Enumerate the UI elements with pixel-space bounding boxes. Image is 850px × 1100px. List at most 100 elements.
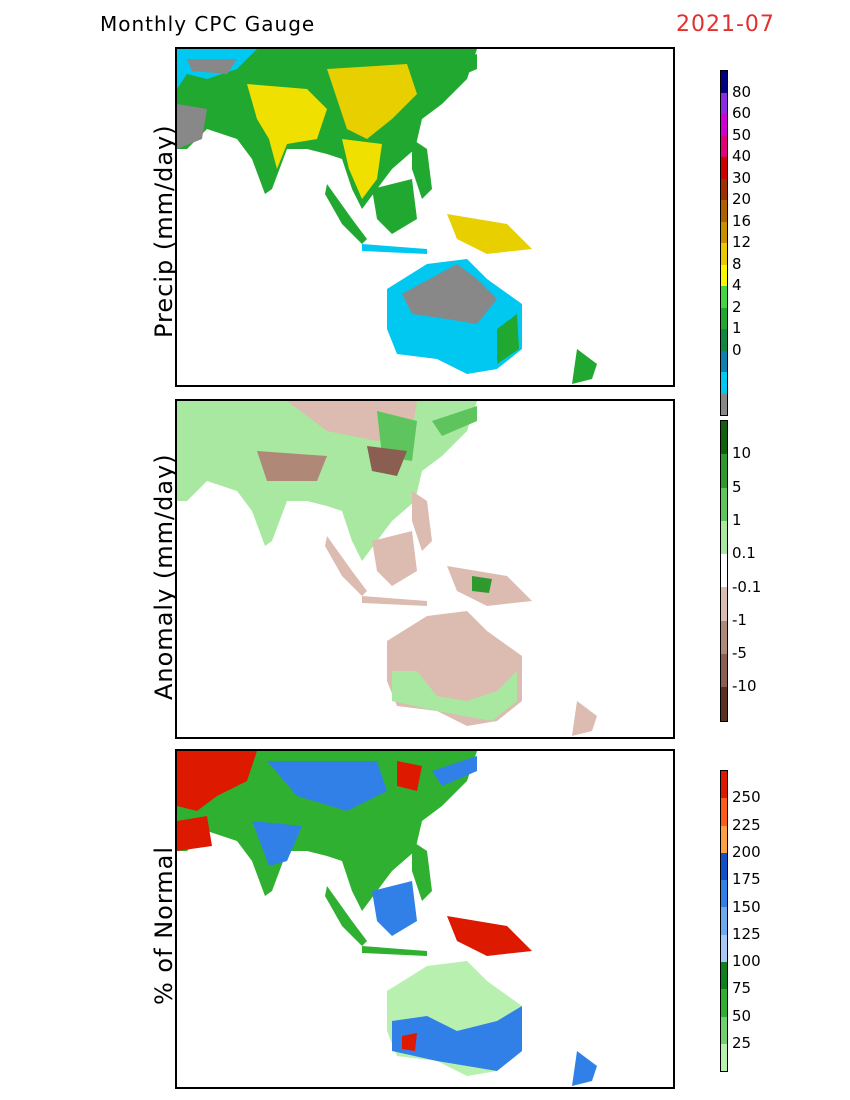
colorbar-segment xyxy=(721,934,727,963)
colorbar-segment xyxy=(721,520,727,555)
colorbar-tick-label: 1 xyxy=(732,510,742,529)
new-zealand xyxy=(572,1051,597,1086)
java xyxy=(362,244,427,254)
colorbar-segment xyxy=(721,620,727,655)
colorbar-tick-label: -5 xyxy=(732,644,747,663)
sumatra xyxy=(325,184,367,244)
colorbar-segment xyxy=(721,157,727,179)
colorbar-segment xyxy=(721,771,727,799)
colorbar-tick-label: 4 xyxy=(732,276,742,294)
japan xyxy=(432,756,477,786)
borneo xyxy=(372,179,417,234)
colorbar-tick-label: 0.1 xyxy=(732,544,756,563)
colorbar-segment xyxy=(721,1016,727,1044)
india-yellow xyxy=(247,84,327,169)
percent-map-panel xyxy=(175,749,675,1089)
japan xyxy=(432,406,477,436)
new-zealand xyxy=(572,701,597,736)
colorbar-segment xyxy=(721,487,727,521)
colorbar-tick-label: 150 xyxy=(732,897,761,916)
colorbar-segment xyxy=(721,880,727,908)
percent-axis-label: % of Normal xyxy=(150,845,178,1005)
colorbar-tick-label: 50 xyxy=(732,1006,752,1025)
new-guinea-wet xyxy=(472,576,492,593)
percent-colorbar xyxy=(720,770,728,1073)
java xyxy=(362,946,427,956)
anomaly-axis-label: Anomaly (mm/day) xyxy=(150,453,178,700)
colorbar-segment xyxy=(721,393,727,415)
colorbar-segment xyxy=(721,200,727,222)
colorbar-segment xyxy=(721,329,727,351)
colorbar-segment xyxy=(721,286,727,308)
colorbar-segment xyxy=(721,962,727,990)
philippines xyxy=(412,841,432,901)
anomaly-dry-mid xyxy=(257,451,327,481)
colorbar-tick-label: 2 xyxy=(732,297,742,316)
colorbar-tick-label: 100 xyxy=(732,952,761,971)
precip-map-panel xyxy=(175,47,675,387)
colorbar-tick-label: 250 xyxy=(732,788,761,807)
percent-blue-mid xyxy=(267,761,387,811)
colorbar-segment xyxy=(721,221,727,243)
colorbar-tick-label: 5 xyxy=(732,477,742,496)
colorbar-tick-label: -1 xyxy=(732,610,747,629)
colorbar-segment xyxy=(721,350,727,372)
colorbar-tick-label: 175 xyxy=(732,870,761,889)
new-zealand xyxy=(572,349,597,384)
colorbar-segment xyxy=(721,307,727,329)
philippines xyxy=(412,491,432,551)
colorbar-tick-label: 80 xyxy=(732,82,752,101)
colorbar-tick-label: -10 xyxy=(732,677,757,696)
anomaly-dry-east xyxy=(367,446,407,476)
colorbar-tick-label: 25 xyxy=(732,1034,752,1052)
map-title: Monthly CPC Gauge xyxy=(100,12,316,36)
australia-wet-south xyxy=(392,671,517,721)
seasia-yellow xyxy=(342,139,382,199)
colorbar-tick-label: 0 xyxy=(732,340,742,359)
australia-dry xyxy=(402,264,497,324)
australia-south-blue xyxy=(392,1006,522,1071)
colorbar-tick-label: 125 xyxy=(732,924,761,943)
colorbar-tick-label: 200 xyxy=(732,842,761,861)
precip-dry-west xyxy=(177,104,207,149)
colorbar-tick-label: 1 xyxy=(732,319,742,337)
precip-dry-patch xyxy=(187,59,237,74)
new-guinea xyxy=(447,916,532,956)
precip-axis-label: Precip (mm/day) xyxy=(150,124,178,338)
colorbar-segment xyxy=(721,372,727,394)
percent-high-west xyxy=(177,816,212,851)
colorbar-tick-label: 20 xyxy=(732,190,752,208)
percent-map xyxy=(177,751,597,1086)
colorbar-segment xyxy=(721,852,727,881)
japan xyxy=(432,54,477,84)
australia-south-red xyxy=(402,1033,417,1051)
colorbar-segment xyxy=(721,989,727,1017)
colorbar-tick-label: 75 xyxy=(732,979,752,998)
colorbar-tick-label: 30 xyxy=(732,168,752,187)
colorbar-segment xyxy=(721,687,727,721)
precip-colorbar xyxy=(720,70,728,416)
map-date: 2021-07 xyxy=(676,12,775,37)
colorbar-tick-label: 10 xyxy=(732,444,752,463)
colorbar-segment xyxy=(721,825,727,853)
colorbar-segment xyxy=(721,135,727,157)
australia-east-green xyxy=(497,314,519,364)
colorbar-segment xyxy=(721,798,727,826)
colorbar-segment xyxy=(721,114,727,136)
colorbar-segment xyxy=(721,454,727,488)
colorbar-segment xyxy=(721,1043,727,1072)
borneo xyxy=(372,881,417,936)
anomaly-map xyxy=(177,401,597,736)
anomaly-map-panel xyxy=(175,399,675,739)
colorbar-segment xyxy=(721,421,727,455)
colorbar-tick-label: 8 xyxy=(732,254,742,273)
colorbar-segment xyxy=(721,587,727,621)
percent-blue-india xyxy=(252,821,302,866)
colorbar-segment xyxy=(721,71,727,93)
colorbar-segment xyxy=(721,92,727,114)
percent-high-patch xyxy=(397,761,422,791)
colorbar-segment xyxy=(721,654,727,688)
colorbar-segment xyxy=(721,907,727,935)
philippines xyxy=(412,139,432,199)
colorbar-tick-label: -0.1 xyxy=(732,577,762,596)
